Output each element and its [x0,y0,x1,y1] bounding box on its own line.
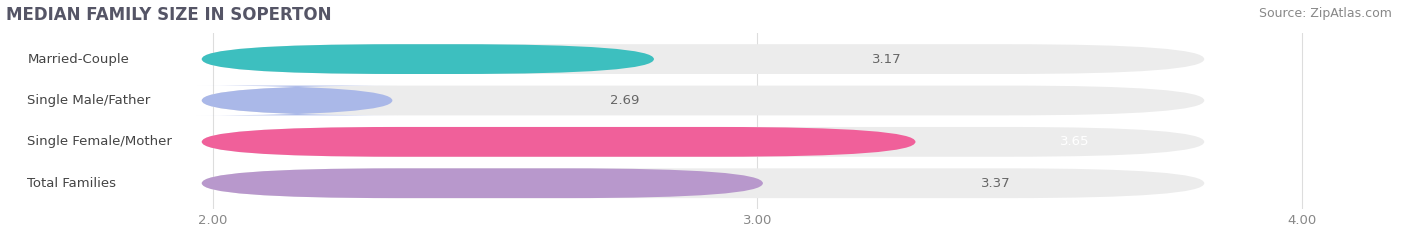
Text: Single Male/Father: Single Male/Father [27,94,150,107]
FancyBboxPatch shape [201,44,1205,74]
FancyBboxPatch shape [201,168,1205,198]
FancyBboxPatch shape [201,127,915,157]
Text: 2.69: 2.69 [610,94,640,107]
Text: Total Families: Total Families [27,177,117,190]
FancyBboxPatch shape [201,44,654,74]
Text: 3.37: 3.37 [981,177,1011,190]
Text: Married-Couple: Married-Couple [27,53,129,66]
Text: Single Female/Mother: Single Female/Mother [27,135,172,148]
FancyBboxPatch shape [201,127,1205,157]
Text: 3.17: 3.17 [872,53,901,66]
Text: Source: ZipAtlas.com: Source: ZipAtlas.com [1258,7,1392,20]
FancyBboxPatch shape [201,86,1205,115]
FancyBboxPatch shape [201,168,763,198]
Text: MEDIAN FAMILY SIZE IN SOPERTON: MEDIAN FAMILY SIZE IN SOPERTON [6,6,330,24]
FancyBboxPatch shape [197,86,398,115]
Text: 3.65: 3.65 [1060,135,1090,148]
